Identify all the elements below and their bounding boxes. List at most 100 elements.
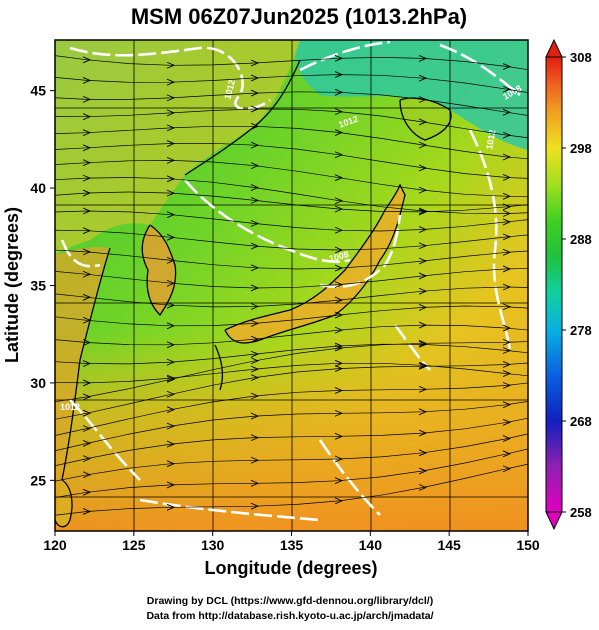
- streamline-arrow: [334, 226, 344, 234]
- x-tick-label: 150: [516, 537, 540, 553]
- colorbar-bottom-triangle: [545, 511, 563, 531]
- streamline: [55, 448, 528, 498]
- streamline-arrow: [166, 374, 176, 382]
- streamline-arrow: [334, 409, 344, 417]
- streamline-arrow: [166, 358, 176, 366]
- streamline-arrow: [82, 471, 92, 479]
- streamline: [55, 305, 528, 327]
- streamline: [55, 177, 528, 214]
- streamline-arrow: [418, 467, 428, 475]
- streamline-arrow: [166, 440, 176, 448]
- y-tick-label: 25: [30, 472, 46, 488]
- streamline-arrow: [418, 141, 428, 149]
- streamline-arrow: [250, 122, 260, 130]
- colorbar: 258 268 278 288 298 308: [545, 38, 592, 531]
- streamline-arrow: [166, 124, 176, 132]
- streamline-arrow: [82, 174, 92, 182]
- streamline-arrow: [418, 207, 428, 215]
- streamline-arrow: [166, 341, 176, 349]
- colorbar-tick-label: 308: [570, 50, 592, 65]
- streamline-arrow: [418, 408, 428, 416]
- streamline-arrow: [250, 59, 260, 67]
- hokkaido-land: [400, 98, 451, 140]
- streamline-arrow: [250, 196, 260, 204]
- streamline: [55, 191, 528, 213]
- streamline-arrow: [166, 301, 176, 309]
- streamline: [55, 362, 528, 420]
- streamline-arrow: [82, 159, 92, 167]
- streamline-arrow: [82, 144, 92, 152]
- streamline-arrow: [82, 227, 92, 235]
- streamline-arrow: [166, 156, 176, 164]
- streamline-arrow: [250, 284, 260, 292]
- streamline-arrow: [250, 320, 260, 327]
- streamline: [55, 343, 528, 365]
- streamline-arrow: [502, 233, 512, 241]
- streamline: [55, 91, 528, 116]
- streamline: [55, 229, 528, 251]
- streamline-arrow: [250, 350, 260, 358]
- streamline-arrow: [334, 281, 344, 289]
- x-tick-label: 125: [122, 537, 146, 553]
- colorbar-tick-label: 278: [570, 323, 592, 338]
- streamline-arrow: [502, 347, 512, 354]
- streamline-arrow: [250, 335, 260, 343]
- streamline-arrow: [250, 502, 260, 510]
- streamline-arrow: [502, 265, 512, 273]
- x-tick-label: 120: [43, 537, 67, 553]
- streamline-arrow: [418, 242, 428, 250]
- streamline-arrow: [334, 387, 344, 394]
- y-tick-label: 45: [30, 83, 46, 99]
- streamline: [55, 125, 528, 160]
- warm-south-band: [55, 330, 528, 531]
- streamline-arrow: [334, 455, 344, 463]
- streamline: [55, 210, 528, 232]
- streamline-arrow: [418, 321, 428, 329]
- streamline-arrow: [250, 392, 260, 400]
- streamline-arrow: [418, 340, 428, 348]
- streamline-arrow: [334, 432, 344, 440]
- streamline-arrow: [334, 246, 344, 254]
- streamline: [55, 341, 528, 403]
- streamline-arrow: [82, 113, 92, 121]
- streamline-arrow: [82, 207, 92, 215]
- colorbar-tick-label: 258: [570, 505, 592, 520]
- streamline-arrow: [502, 338, 512, 346]
- streamline: [55, 463, 528, 516]
- colorbar-top-triangle: [545, 38, 563, 58]
- streamline-arrow: [334, 129, 344, 136]
- streamline-arrow: [418, 484, 428, 491]
- plot-area: 1012 1012 1008 1012 1008 1012: [55, 40, 528, 531]
- streamline-arrow: [250, 303, 260, 310]
- streamline-arrow: [502, 131, 512, 139]
- colorbar-ticks: 258 268 278 288 298 308: [562, 50, 592, 520]
- streamline-arrow: [418, 287, 428, 295]
- streamline-arrow: [250, 141, 260, 149]
- streamline-arrow: [418, 449, 428, 457]
- streamline-arrow: [166, 279, 176, 287]
- streamline: [55, 142, 528, 179]
- grid-lines: [55, 40, 528, 531]
- streamline-arrow: [418, 429, 428, 437]
- colorbar-tick-label: 268: [570, 414, 592, 429]
- credit-drawing: Drawing by DCL (https://www.gfd-dennou.o…: [147, 595, 433, 607]
- streamline-arrow: [418, 304, 428, 311]
- streamline-arrow: [166, 175, 176, 183]
- streamline-arrow: [82, 379, 92, 387]
- streamline-arrow: [82, 293, 92, 301]
- x-tick-label: 140: [359, 537, 383, 553]
- streamline-arrow: [250, 220, 260, 227]
- streamline-arrow: [334, 197, 344, 205]
- y-tick-label: 40: [30, 180, 46, 196]
- streamline-arrow: [166, 503, 176, 511]
- streamline-arrow: [418, 385, 428, 393]
- streamline-arrow: [82, 488, 92, 496]
- streamline-arrow: [250, 434, 260, 442]
- streamline-arrow: [502, 381, 512, 389]
- streamline-arrow: [250, 479, 260, 487]
- streamline-arrow: [502, 63, 512, 70]
- streamline-arrow: [250, 365, 260, 373]
- streamline: [55, 417, 528, 467]
- streamline-arrow: [82, 339, 92, 346]
- streamline-arrow: [166, 140, 176, 147]
